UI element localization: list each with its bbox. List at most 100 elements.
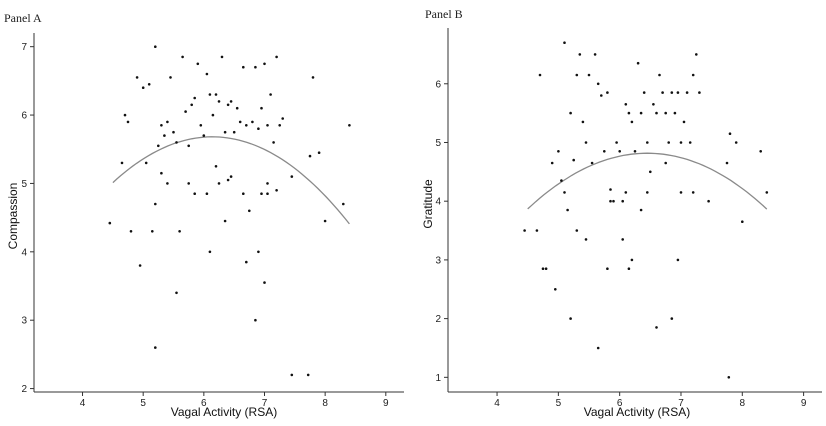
panel-a-data-point: [266, 182, 269, 185]
panel-b-data-point: [741, 220, 744, 223]
panel-b-data-point: [600, 94, 603, 97]
panel-b-data-point: [624, 191, 628, 194]
panel-a-data-point: [208, 250, 212, 254]
panel-b-data-point: [606, 91, 609, 94]
panel-a-y-tick-label: 2: [21, 384, 27, 395]
panel-b-data-point: [759, 150, 762, 153]
panel-a-data-point: [138, 264, 142, 267]
panel-a-data-point: [229, 175, 233, 178]
panel-a-data-point: [290, 175, 294, 178]
panel-b-data-point: [664, 161, 667, 165]
panel-a-data-point: [311, 76, 315, 79]
panel-b-data-point: [765, 191, 769, 194]
panel-b-data-point: [688, 141, 692, 144]
panel-b-data-point: [636, 61, 640, 65]
panel-b-data-point: [609, 199, 612, 203]
panel-b-x-axis-label: Vagal Activity (RSA): [584, 405, 690, 419]
panel-a-data-point: [235, 106, 239, 110]
panel-a-data-point: [290, 373, 294, 377]
panel-a-x-axis-label: Vagal Activity (RSA): [171, 405, 277, 419]
panel-a-data-point: [266, 192, 269, 195]
panel-a-x-tick-label: 8: [322, 398, 328, 409]
panel-a-y-axis-label: Compassion: [6, 183, 20, 250]
panel-a-x-tick-label: 9: [383, 398, 389, 409]
panel-a-y-tick-label: 7: [21, 42, 27, 53]
panel-b-data-point: [655, 326, 658, 329]
panel-a-x-tick-label: 5: [140, 398, 146, 409]
panel-b-y-tick-label: 5: [435, 138, 441, 149]
panel-a-data-point: [281, 117, 285, 120]
panel-a-data-point: [254, 318, 257, 322]
panel-a-data-point: [306, 373, 310, 377]
panel-a-x-tick-label: 7: [262, 398, 268, 409]
panel-a-data-point: [245, 260, 248, 264]
panel-a-data-point: [229, 100, 233, 103]
panel-a-data-point: [217, 100, 221, 103]
panel-a-data-point: [160, 124, 163, 127]
panel-b-y-axis-label: Gratitude: [421, 179, 435, 229]
panel-a-y-tick-label: 6: [21, 111, 27, 122]
panel-b-data-point: [615, 141, 618, 144]
panel-a-data-point: [323, 219, 327, 223]
panel-a-data-point: [175, 291, 178, 295]
panel-a-data-point: [157, 144, 160, 148]
panel-a-data-point: [154, 346, 157, 349]
panel-a-data-point: [278, 124, 282, 127]
panel-a-data-point: [172, 130, 175, 134]
panel-b-data-point: [563, 191, 566, 194]
panel-b-data-point: [541, 267, 545, 271]
panel-b-data-point: [538, 73, 542, 77]
panel-b-data-point: [633, 150, 637, 153]
panel-a-data-point: [199, 124, 203, 127]
panel-b-data-point: [630, 120, 634, 124]
panel-a-data-point: [144, 161, 148, 165]
panel-b-data-point: [639, 111, 643, 115]
panel-b-data-point: [667, 141, 670, 144]
panel-b-data-point: [658, 73, 661, 77]
panel-a-data-point: [223, 130, 227, 134]
panel-b-data-point: [590, 161, 594, 165]
panel-b-x-tick-label: 8: [740, 398, 746, 409]
panel-a-data-point: [232, 130, 236, 134]
panel-b-data-point: [569, 317, 572, 320]
panel-b-data-point: [612, 199, 615, 203]
panel-b-data-point: [691, 191, 695, 194]
panel-a-data-point: [217, 182, 221, 185]
panel-a-data-point: [123, 113, 127, 117]
panel-b: Panel B Gratitude Vagal Activity (RSA) 4…: [421, 7, 822, 419]
panel-b-data-point: [563, 41, 566, 44]
panel-a-data-point: [263, 62, 266, 66]
panel-a-data-point: [220, 55, 224, 59]
panel-a-data-point: [242, 192, 245, 195]
panel-a-data-point: [342, 202, 345, 206]
panel-b-data-point: [646, 141, 649, 144]
panel-a-data-point: [257, 250, 260, 254]
panel-a-points: [108, 45, 351, 377]
panel-b-data-point: [575, 73, 579, 77]
panel-a-data-point: [120, 161, 124, 165]
panel-a-data-point: [248, 209, 251, 213]
panel-a-data-point: [214, 165, 218, 168]
panel-b-data-point: [707, 199, 710, 203]
panel-a-y-tick-label: 3: [21, 316, 27, 327]
panel-a-data-point: [184, 110, 187, 113]
panel-a-data-point: [263, 281, 266, 284]
panel-a-data-point: [166, 120, 169, 124]
panel-a-data-point: [226, 103, 230, 107]
panel-b-data-point: [664, 111, 667, 115]
panel-b-data-point: [578, 53, 582, 56]
panel-a-data-point: [275, 55, 278, 59]
panel-a-data-point: [181, 55, 184, 59]
panel-b-data-point: [550, 161, 554, 165]
panel-a-data-point: [245, 124, 248, 127]
panel-a-data-point: [187, 182, 190, 185]
panel-a-data-point: [242, 65, 245, 69]
panel-a-data-point: [196, 62, 200, 66]
panel-a-data-point: [178, 230, 181, 233]
panel-a-data-point: [175, 141, 178, 144]
panel-b-title: Panel B: [425, 7, 463, 21]
panel-b-data-point: [676, 258, 680, 262]
panel-b-x-tick-label: 7: [678, 398, 684, 409]
panel-b-data-point: [679, 141, 683, 144]
panel-a-data-point: [147, 83, 151, 86]
